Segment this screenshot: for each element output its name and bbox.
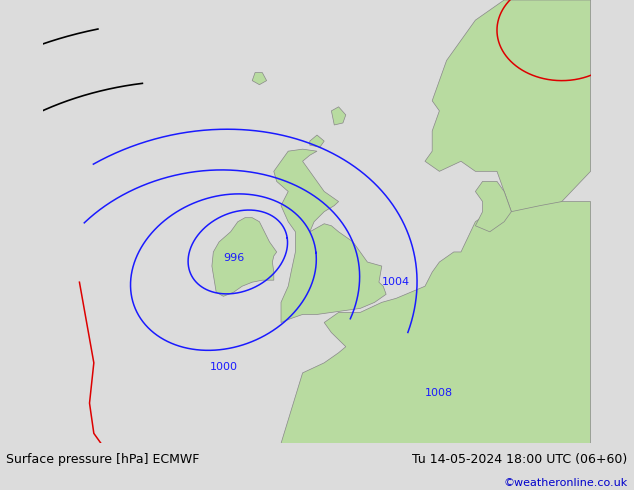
Polygon shape [281, 192, 590, 443]
Polygon shape [310, 135, 324, 147]
Text: Surface pressure [hPa] ECMWF: Surface pressure [hPa] ECMWF [6, 453, 200, 466]
Text: 1008: 1008 [425, 388, 453, 398]
Text: 1016: 1016 [512, 0, 540, 1]
Text: 996: 996 [223, 253, 244, 263]
Text: 1004: 1004 [382, 277, 410, 287]
Polygon shape [252, 73, 267, 85]
Polygon shape [212, 218, 276, 296]
Polygon shape [425, 0, 590, 212]
Text: ©weatheronline.co.uk: ©weatheronline.co.uk [503, 478, 628, 488]
Polygon shape [476, 181, 512, 232]
Text: Tu 14-05-2024 18:00 UTC (06+60): Tu 14-05-2024 18:00 UTC (06+60) [412, 453, 628, 466]
Polygon shape [274, 149, 386, 322]
Text: 1000: 1000 [209, 362, 237, 372]
Polygon shape [332, 107, 346, 125]
